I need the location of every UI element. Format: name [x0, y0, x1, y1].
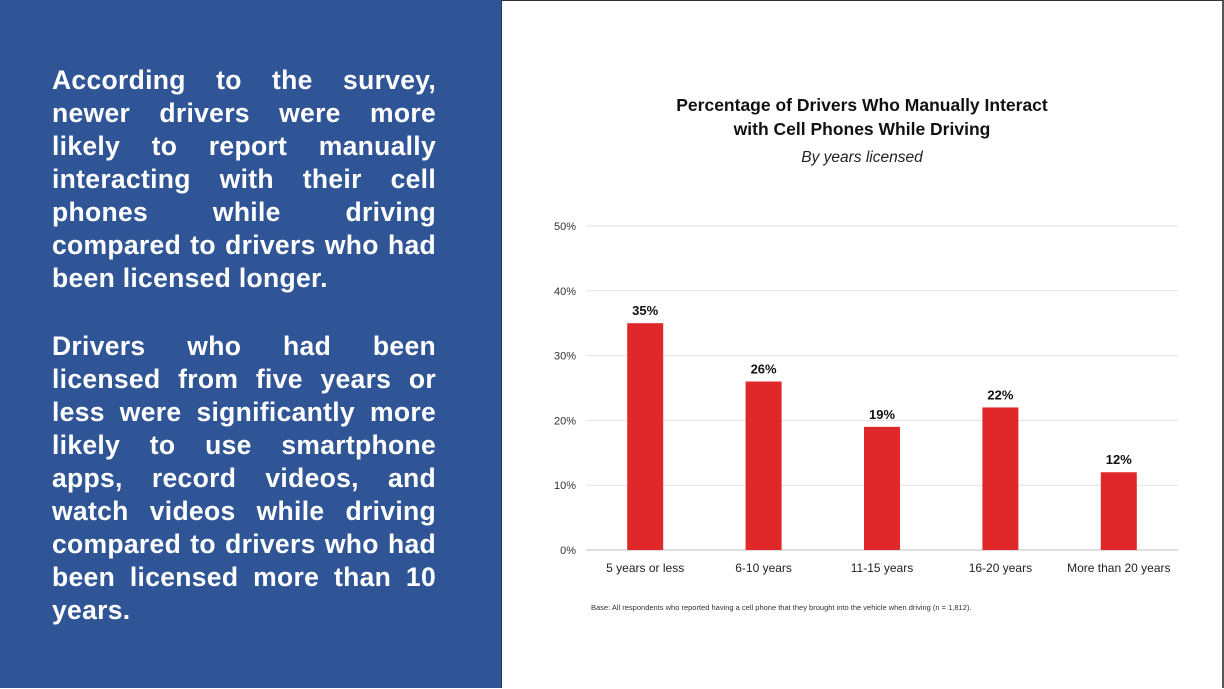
y-tick-label: 0%: [560, 545, 576, 557]
y-tick-label: 40%: [554, 286, 576, 298]
chart-title-line-2: with Cell Phones While Driving: [733, 119, 991, 139]
data-label: 22%: [987, 387, 1013, 402]
bar: [864, 426, 900, 550]
chart-title-line-1: Percentage of Drivers Who Manually Inter…: [676, 95, 1048, 115]
x-tick-label: 5 years or less: [606, 561, 684, 575]
data-label: 12%: [1106, 452, 1132, 467]
x-tick-label: 16-20 years: [969, 561, 1032, 575]
bar: [982, 407, 1019, 550]
x-tick-label: 11-15 years: [851, 561, 913, 575]
left-text-panel: According to the survey, newer drivers w…: [0, 0, 502, 688]
y-tick-label: 30%: [554, 351, 576, 363]
data-label: 26%: [751, 362, 777, 377]
chart-panel: Percentage of Drivers Who Manually Inter…: [502, 0, 1224, 688]
summary-paragraph-1: According to the survey, newer drivers w…: [52, 65, 436, 293]
chart-footnote: Base: All respondents who reported havin…: [591, 603, 972, 612]
y-tick-label: 10%: [554, 480, 576, 492]
bar: [745, 381, 782, 550]
bar-chart: 0% 10% 20% 30% 40% 50% 35% 5 years or less 26% 6-…: [554, 221, 1178, 575]
chart-subtitle: By years licensed: [801, 149, 923, 166]
y-tick-label: 20%: [554, 415, 576, 427]
bar: [1100, 472, 1137, 550]
x-tick-label: 6-10 years: [735, 561, 792, 575]
data-label: 19%: [869, 407, 895, 422]
chart-title: Percentage of Drivers Who Manually Inter…: [502, 93, 1222, 141]
data-label: 35%: [632, 303, 658, 318]
summary-paragraph-2: Drivers who had been licensed from five …: [52, 331, 436, 625]
y-tick-label: 50%: [554, 221, 576, 233]
x-tick-label: More than 20 years: [1067, 561, 1170, 575]
bar: [627, 323, 664, 550]
